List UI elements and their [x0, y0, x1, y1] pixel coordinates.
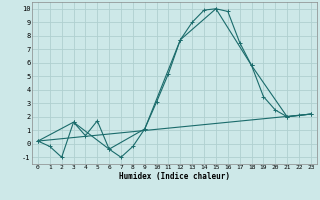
X-axis label: Humidex (Indice chaleur): Humidex (Indice chaleur) — [119, 172, 230, 181]
